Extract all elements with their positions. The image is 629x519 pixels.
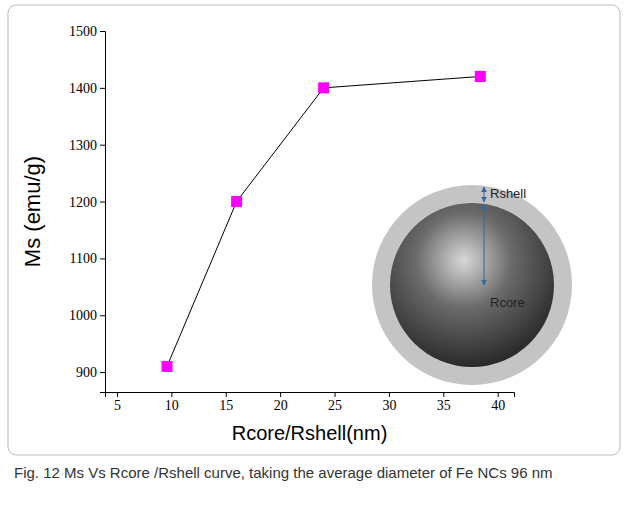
marker	[475, 71, 486, 82]
core	[390, 203, 554, 367]
plot-area	[162, 71, 486, 372]
tick-label: 1400	[69, 81, 97, 96]
marker	[318, 82, 329, 93]
tick-label: 1100	[70, 251, 97, 266]
tick-mark	[100, 202, 105, 203]
tick: 1000	[69, 308, 105, 323]
tick: 30	[382, 392, 396, 413]
tick-mark	[100, 31, 105, 32]
tick-label: 40	[491, 398, 505, 413]
tick: 1400	[69, 81, 105, 96]
tick: 10	[165, 392, 179, 413]
tick-label: 20	[274, 398, 288, 413]
tick-mark	[100, 258, 105, 259]
y-axis: 900 1000 1100 1200 1300 1400 1500	[69, 24, 106, 393]
tick: 1300	[69, 138, 105, 153]
tick: 1200	[69, 195, 105, 210]
x-axis: 5 10 15 20 25 30 35 40	[106, 392, 515, 413]
marker	[231, 196, 242, 207]
tick-mark	[226, 392, 227, 397]
y-axis-title: Ms (emu/g)	[20, 156, 45, 267]
shell	[372, 185, 572, 385]
tick: 900	[76, 365, 105, 380]
tick-mark	[100, 315, 105, 316]
caption: Fig. 12 Ms Vs Rcore /Rshell curve, takin…	[14, 464, 553, 481]
tick-mark	[100, 88, 105, 89]
tick: 1100	[70, 251, 105, 266]
tick-mark	[335, 392, 336, 397]
tick-label: 1000	[69, 308, 97, 323]
inset-diagram: Rshell Rcore	[372, 185, 572, 385]
tick-mark	[171, 392, 172, 397]
tick: 1500	[69, 24, 105, 39]
tick-mark	[280, 392, 281, 397]
tick-label: 25	[328, 398, 342, 413]
figure: Rshell Rcore 5 10 15 20 25 30 35 40 900 1000 1100 120…	[0, 0, 629, 519]
tick-mark	[443, 392, 444, 397]
tick: 35	[437, 392, 451, 413]
tick-label: 1300	[69, 138, 97, 153]
tick-mark	[100, 145, 105, 146]
tick: 15	[219, 392, 233, 413]
tick-label: 900	[76, 365, 97, 380]
tick-mark	[389, 392, 390, 397]
tick-label: 15	[219, 398, 233, 413]
annotation: Rcore	[490, 295, 525, 310]
shell-arrow	[484, 187, 485, 202]
figure-frame	[8, 5, 620, 455]
tick-label: 5	[114, 398, 121, 413]
tick: 5	[114, 392, 121, 413]
tick-label: 35	[437, 398, 451, 413]
tick-label: 30	[382, 398, 396, 413]
tick-label: 10	[165, 398, 179, 413]
marker	[162, 361, 173, 372]
core-arrow	[484, 204, 485, 285]
tick: 40	[491, 392, 505, 413]
tick-mark	[117, 392, 118, 397]
axis-line	[106, 393, 515, 398]
annotation: Rshell	[490, 186, 526, 201]
tick: 20	[274, 392, 288, 413]
tick-label: 1200	[69, 195, 97, 210]
tick: 25	[328, 392, 342, 413]
tick-mark	[498, 392, 499, 397]
tick-mark	[100, 372, 105, 373]
series-line	[167, 76, 480, 366]
axis-line	[100, 32, 106, 393]
x-axis-title: Rcore/Rshell(nm)	[232, 422, 388, 444]
tick-label: 1500	[69, 24, 97, 39]
